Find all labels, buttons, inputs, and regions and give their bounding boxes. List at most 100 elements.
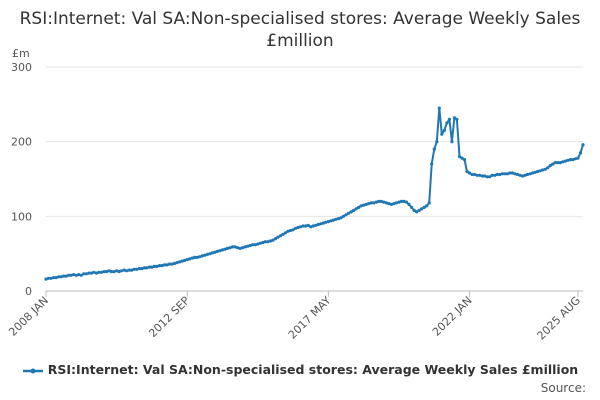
data-point[interactable] <box>278 234 283 238</box>
data-point[interactable] <box>346 211 351 215</box>
data-point[interactable] <box>568 158 573 162</box>
data-point[interactable] <box>299 225 303 229</box>
data-point[interactable] <box>420 207 424 211</box>
data-point[interactable] <box>276 235 280 239</box>
data-point[interactable] <box>533 170 537 174</box>
data-point[interactable] <box>495 172 499 177</box>
data-point[interactable] <box>578 151 583 155</box>
data-point[interactable] <box>69 273 73 277</box>
data-point[interactable] <box>243 245 247 249</box>
data-point[interactable] <box>450 140 454 144</box>
data-point[interactable] <box>543 167 547 171</box>
data-point[interactable] <box>457 155 462 159</box>
data-point[interactable] <box>122 268 126 272</box>
data-point[interactable] <box>102 270 106 274</box>
data-point[interactable] <box>162 263 167 267</box>
data-point[interactable] <box>228 246 232 250</box>
data-point[interactable] <box>561 160 565 164</box>
data-point[interactable] <box>220 248 225 252</box>
data-point[interactable] <box>508 171 512 175</box>
data-point[interactable] <box>288 228 293 233</box>
data-point[interactable] <box>185 258 189 262</box>
data-point[interactable] <box>354 207 358 211</box>
data-point[interactable] <box>180 259 184 263</box>
data-point[interactable] <box>404 200 409 204</box>
data-point[interactable] <box>99 270 104 274</box>
data-point[interactable] <box>258 241 262 245</box>
data-point[interactable] <box>130 268 134 272</box>
data-point[interactable] <box>165 263 169 267</box>
data-point[interactable] <box>551 162 555 166</box>
data-point[interactable] <box>213 250 217 254</box>
data-point[interactable] <box>415 210 419 214</box>
data-point[interactable] <box>152 264 156 268</box>
data-point[interactable] <box>64 274 68 278</box>
data-point[interactable] <box>382 200 386 204</box>
data-point[interactable] <box>135 267 139 271</box>
data-point[interactable] <box>321 221 325 225</box>
data-point[interactable] <box>493 173 497 177</box>
data-point[interactable] <box>460 156 464 160</box>
data-point[interactable] <box>447 117 451 121</box>
data-point[interactable] <box>336 217 341 221</box>
data-point[interactable] <box>573 157 578 161</box>
data-point[interactable] <box>57 275 61 279</box>
data-point[interactable] <box>137 267 141 271</box>
data-point[interactable] <box>407 202 411 206</box>
data-point[interactable] <box>167 262 172 266</box>
data-point[interactable] <box>140 267 144 271</box>
data-point[interactable] <box>87 271 91 275</box>
data-point[interactable] <box>576 156 580 160</box>
data-point[interactable] <box>478 173 482 177</box>
data-point[interactable] <box>427 201 431 205</box>
data-point[interactable] <box>485 175 489 179</box>
data-point[interactable] <box>273 237 277 241</box>
data-point[interactable] <box>319 222 323 226</box>
data-point[interactable] <box>490 173 494 177</box>
data-point[interactable] <box>523 173 527 177</box>
data-point[interactable] <box>473 172 477 177</box>
data-point[interactable] <box>412 208 416 212</box>
data-point[interactable] <box>432 147 436 151</box>
data-point[interactable] <box>188 257 192 261</box>
data-point[interactable] <box>67 273 71 277</box>
data-point[interactable] <box>422 205 426 209</box>
data-point[interactable] <box>510 171 514 175</box>
data-point[interactable] <box>296 225 300 230</box>
data-point[interactable] <box>266 240 270 244</box>
data-point[interactable] <box>410 205 414 209</box>
data-point[interactable] <box>483 174 487 178</box>
data-point[interactable] <box>291 228 295 232</box>
data-point[interactable] <box>440 132 444 136</box>
data-point[interactable] <box>525 172 530 177</box>
data-point[interactable] <box>104 270 109 274</box>
data-point[interactable] <box>92 270 96 274</box>
data-point[interactable] <box>150 265 154 269</box>
data-point[interactable] <box>46 276 51 280</box>
data-point[interactable] <box>178 260 182 264</box>
data-point[interactable] <box>286 229 290 233</box>
data-point[interactable] <box>455 117 459 121</box>
data-point[interactable] <box>349 210 353 214</box>
data-point[interactable] <box>452 116 456 120</box>
data-point[interactable] <box>109 270 114 274</box>
data-point[interactable] <box>430 162 434 166</box>
data-point[interactable] <box>306 223 310 227</box>
data-point[interactable] <box>331 218 335 222</box>
data-point[interactable] <box>107 269 111 273</box>
legend[interactable]: RSI:Internet: Val SA:Non-specialised sto… <box>0 362 600 377</box>
data-point[interactable] <box>326 220 330 224</box>
data-point[interactable] <box>170 262 174 266</box>
data-point[interactable] <box>210 251 214 255</box>
data-point[interactable] <box>548 164 552 168</box>
data-point[interactable] <box>115 269 119 273</box>
data-point[interactable] <box>223 247 227 251</box>
data-point[interactable] <box>541 168 545 172</box>
data-point[interactable] <box>84 272 88 276</box>
data-point[interactable] <box>82 272 86 276</box>
data-point[interactable] <box>531 171 535 175</box>
data-point[interactable] <box>566 158 570 162</box>
data-point[interactable] <box>379 199 383 203</box>
data-point[interactable] <box>556 161 560 165</box>
data-point[interactable] <box>500 172 504 176</box>
